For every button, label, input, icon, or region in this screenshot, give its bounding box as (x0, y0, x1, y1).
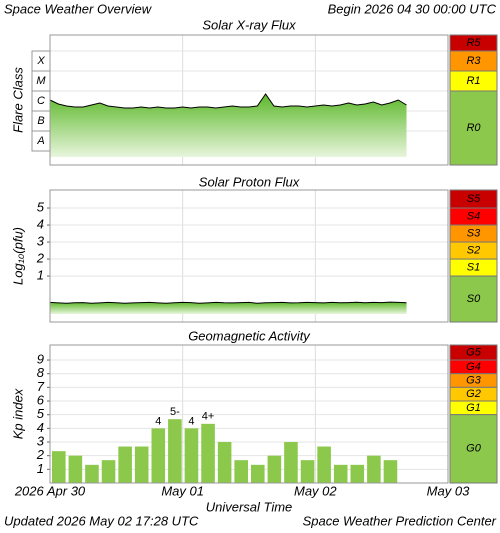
y-tick-label: 2 (36, 250, 45, 265)
kp-bar (350, 464, 365, 483)
scale-band (449, 275, 498, 323)
bar-label: 4 (155, 415, 161, 427)
x-tick-label: 2026 Apr 30 (14, 483, 86, 498)
scale-label: G1 (466, 402, 481, 414)
flux-area (50, 94, 407, 157)
y-tick-label: 3 (37, 433, 45, 448)
kp-bar (267, 455, 282, 483)
kp-bar (68, 455, 83, 483)
scale-label: G5 (466, 346, 482, 358)
kp-bar (234, 460, 248, 483)
scale-label: S5 (467, 193, 481, 205)
scale-label: S4 (467, 210, 480, 222)
panel-border (49, 189, 449, 323)
scale-label: R3 (466, 55, 481, 67)
source: Space Weather Prediction Center (303, 513, 497, 528)
flux-area (50, 302, 407, 314)
y-tick-label: 3 (37, 233, 45, 248)
kp-bar (184, 428, 199, 483)
x-tick-label: May 01 (161, 483, 204, 498)
y-tick-label: B (37, 115, 44, 127)
panel-border (49, 34, 449, 166)
kp-bar (85, 464, 99, 483)
y-tick-label: 1 (37, 268, 44, 283)
panel-border (49, 344, 449, 484)
bar-label: 4 (188, 415, 194, 427)
kp-bar (284, 442, 298, 483)
kp-bar (151, 428, 166, 483)
y-tick-label: 6 (37, 392, 45, 407)
panel (49, 344, 449, 484)
scale-label: S2 (467, 244, 480, 256)
kp-bar (201, 423, 215, 483)
y-tick-label: 4 (37, 420, 44, 435)
kp-bar (251, 464, 265, 483)
kp-bar (300, 460, 315, 483)
y-tick-label: 8 (37, 365, 45, 380)
kp-bar (168, 419, 182, 483)
y-tick-label: 2 (36, 447, 45, 462)
panel-title: Solar X-ray Flux (202, 17, 296, 32)
scale-label: S3 (467, 227, 481, 239)
bar-label: 4+ (202, 411, 215, 423)
scale-label: R1 (466, 75, 480, 87)
y-tick-label: 1 (37, 461, 44, 476)
page-title: Space Weather Overview (4, 1, 153, 16)
scale-band (449, 414, 498, 484)
scale-label: G4 (466, 361, 481, 373)
begin-time: Begin 2026 04 30 00:00 UTC (328, 1, 497, 16)
scale-label: G0 (466, 443, 482, 455)
y-tick-label: 5 (37, 406, 45, 421)
kp-bar (217, 442, 232, 483)
kp-bar (367, 455, 381, 483)
y-tick-label: A (36, 135, 44, 147)
bar-label: 5- (170, 406, 180, 418)
y-axis-label: Log₁₀(pfu) (10, 227, 25, 285)
panel-title: Geomagnetic Activity (188, 328, 311, 343)
flux-line (49, 93, 407, 109)
x-axis-label: Universal Time (206, 499, 293, 514)
y-tick-label: X (36, 55, 45, 67)
scale-label: R0 (466, 122, 481, 134)
flux-line (49, 301, 407, 304)
scale-label: G3 (466, 374, 482, 386)
panel-title: Solar Proton Flux (199, 174, 300, 189)
y-tick-label: 5 (37, 199, 45, 214)
scale-label: R5 (466, 37, 481, 49)
y-tick-label: C (37, 95, 45, 107)
x-tick-label: May 02 (294, 483, 337, 498)
kp-bar (52, 451, 66, 483)
y-tick-label: 4 (37, 216, 44, 231)
scale-band (449, 90, 498, 166)
kp-bar (383, 460, 398, 483)
kp-bar (134, 446, 149, 483)
y-axis-label: Kp index (10, 388, 25, 439)
scale-label: S1 (467, 261, 480, 273)
kp-bar (317, 446, 331, 483)
y-tick-label: 9 (37, 351, 44, 366)
kp-bar (333, 464, 348, 483)
updated: Updated 2026 May 02 17:28 UTC (4, 513, 199, 528)
scale-label: G2 (466, 388, 481, 400)
kp-bar (118, 446, 132, 483)
x-tick-label: May 03 (427, 483, 470, 498)
scale-label: S0 (467, 293, 481, 305)
y-axis-label: Flare Class (10, 67, 25, 133)
kp-bar (101, 460, 116, 483)
y-tick-label: M (36, 75, 46, 87)
y-tick-label: 7 (37, 379, 45, 394)
